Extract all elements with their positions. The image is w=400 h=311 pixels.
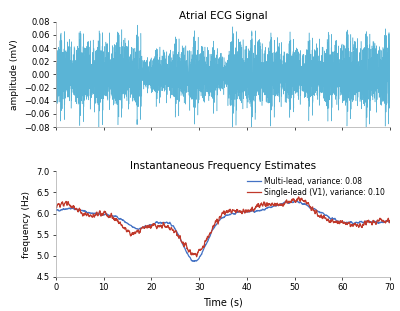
Single-lead (V1), variance: 0.10: (24.1, 5.67): 0.10: (24.1, 5.67) — [169, 226, 174, 230]
Single-lead (V1), variance: 0.10: (69, 5.78): 0.10: (69, 5.78) — [383, 221, 388, 225]
Multi-lead, variance: 0.08: (36.8, 6): 0.08: (36.8, 6) — [229, 211, 234, 215]
Multi-lead, variance: 0.08: (17, 5.64): 0.08: (17, 5.64) — [134, 227, 139, 231]
Single-lead (V1), variance: 0.10: (70, 5.82): 0.10: (70, 5.82) — [388, 219, 392, 223]
Multi-lead, variance: 0.08: (29, 4.86): 0.08: (29, 4.86) — [192, 260, 197, 263]
Multi-lead, variance: 0.08: (70, 5.8): 0.08: (70, 5.8) — [388, 220, 392, 224]
Y-axis label: amplitude (mV): amplitude (mV) — [10, 39, 19, 110]
Single-lead (V1), variance: 0.10: (17, 5.58): 0.10: (17, 5.58) — [134, 230, 139, 233]
Multi-lead, variance: 0.08: (56.9, 5.94): 0.08: (56.9, 5.94) — [325, 214, 330, 218]
Multi-lead, variance: 0.08: (0, 6.08): 0.08: (0, 6.08) — [54, 208, 58, 212]
Line: Single-lead (V1), variance: 0.10: Single-lead (V1), variance: 0.10 — [56, 197, 390, 257]
Single-lead (V1), variance: 0.10: (50.8, 6.4): 0.10: (50.8, 6.4) — [296, 195, 301, 199]
Multi-lead, variance: 0.08: (32.4, 5.5): 0.08: (32.4, 5.5) — [208, 233, 213, 237]
Y-axis label: frequency (Hz): frequency (Hz) — [22, 191, 31, 258]
Single-lead (V1), variance: 0.10: (32.4, 5.54): 0.10: (32.4, 5.54) — [208, 231, 213, 235]
Multi-lead, variance: 0.08: (24.1, 5.74): 0.08: (24.1, 5.74) — [169, 223, 174, 226]
Line: Multi-lead, variance: 0.08: Multi-lead, variance: 0.08 — [56, 201, 390, 262]
X-axis label: Time (s): Time (s) — [203, 298, 243, 308]
Multi-lead, variance: 0.08: (69, 5.82): 0.08: (69, 5.82) — [383, 220, 388, 223]
Single-lead (V1), variance: 0.10: (56.9, 5.84): 0.10: (56.9, 5.84) — [325, 219, 330, 222]
Title: Instantaneous Frequency Estimates: Instantaneous Frequency Estimates — [130, 161, 316, 171]
Legend: Multi-lead, variance: 0.08, Single-lead (V1), variance: 0.10: Multi-lead, variance: 0.08, Single-lead … — [244, 174, 388, 200]
Single-lead (V1), variance: 0.10: (29.5, 4.98): 0.10: (29.5, 4.98) — [194, 255, 199, 259]
Multi-lead, variance: 0.08: (50, 6.29): 0.08: (50, 6.29) — [292, 199, 297, 203]
Title: Atrial ECG Signal: Atrial ECG Signal — [179, 11, 267, 21]
Single-lead (V1), variance: 0.10: (36.8, 6.02): 0.10: (36.8, 6.02) — [229, 211, 234, 215]
Single-lead (V1), variance: 0.10: (0, 6.13): 0.10: (0, 6.13) — [54, 206, 58, 210]
